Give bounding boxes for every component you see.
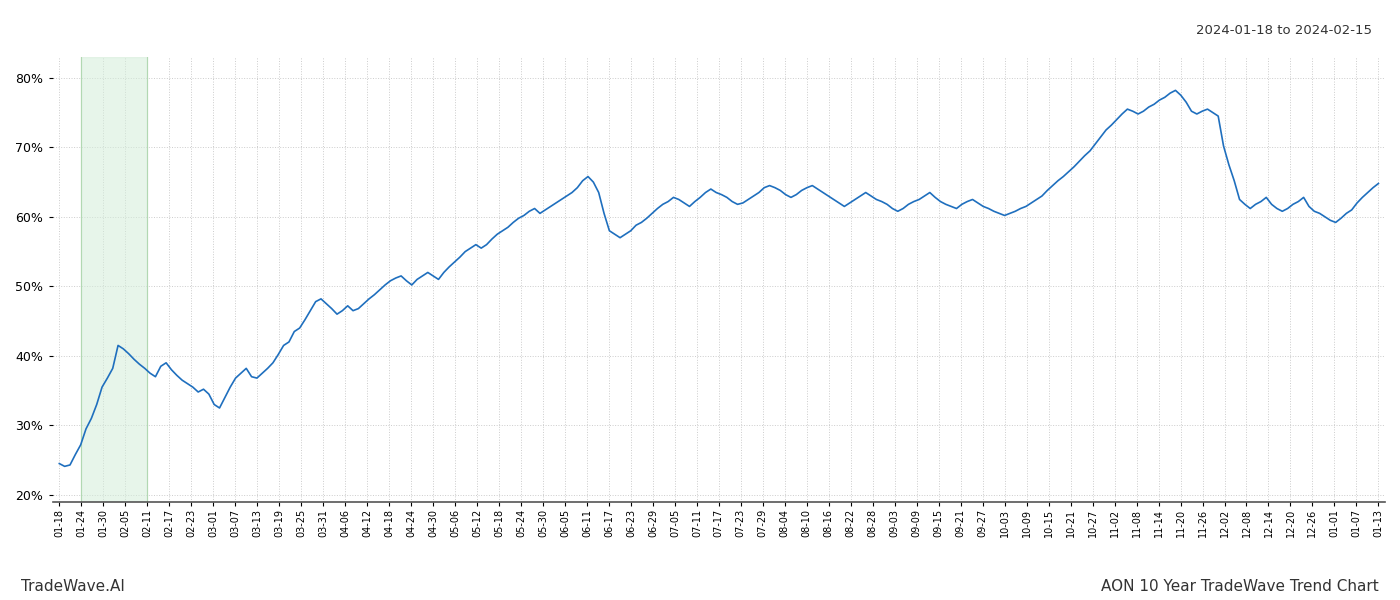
Text: 2024-01-18 to 2024-02-15: 2024-01-18 to 2024-02-15 [1196,24,1372,37]
Text: AON 10 Year TradeWave Trend Chart: AON 10 Year TradeWave Trend Chart [1102,579,1379,594]
Text: TradeWave.AI: TradeWave.AI [21,579,125,594]
Bar [81,57,147,502]
